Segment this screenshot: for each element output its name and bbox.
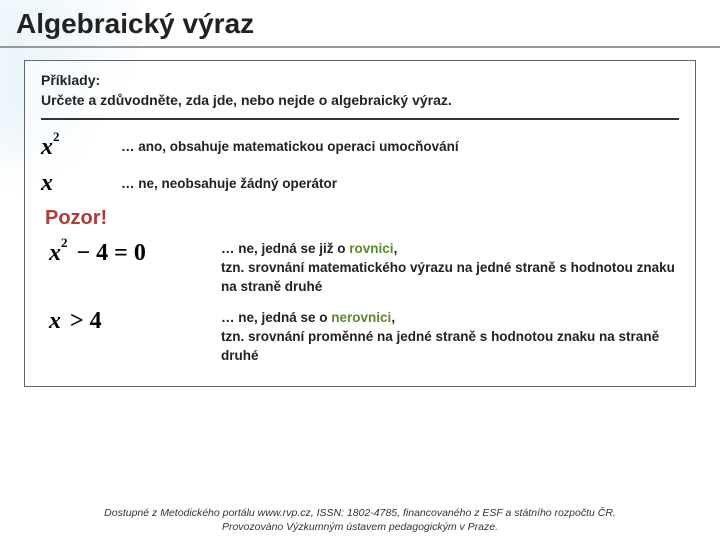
divider (41, 118, 679, 120)
example-1: x2 … ano, obsahuje matematickou operaci … (41, 134, 679, 159)
page-title: Algebraický výraz (16, 8, 704, 40)
expr-tail: > 4 (61, 308, 105, 334)
expr-3-desc: … ne, jedná se již o rovnici, tzn. srovn… (221, 240, 679, 297)
desc-text: tzn. srovnání matematického výrazu na je… (221, 260, 675, 294)
expr-2: x (41, 171, 121, 195)
expr-1: x2 (41, 134, 121, 159)
desc-text: , (391, 310, 395, 325)
intro-text: Příklady: Určete a zdůvodněte, zda jde, … (41, 71, 679, 110)
expr-var: x (41, 170, 53, 196)
expr-exponent: 2 (53, 129, 60, 144)
expr-4-desc: … ne, jedná se o nerovnici, tzn. srovnán… (221, 309, 679, 366)
header: Algebraický výraz (0, 0, 720, 48)
expr-tail: − 4 = 0 (68, 240, 149, 266)
expr-1-desc: … ano, obsahuje matematickou operaci umo… (121, 139, 679, 154)
desc-text: … ne, jedná se o (221, 310, 331, 325)
example-4: x > 4 … ne, jedná se o nerovnici, tzn. s… (41, 309, 679, 366)
keyword-rovnice: rovnici (349, 241, 393, 256)
example-3: x2 − 4 = 0 … ne, jedná se již o rovnici,… (41, 240, 679, 297)
keyword-nerovnice: nerovnici (331, 310, 391, 325)
desc-text: , (394, 241, 398, 256)
expr-2-desc: … ne, neobsahuje žádný operátor (121, 176, 679, 191)
example-2: x … ne, neobsahuje žádný operátor (41, 171, 679, 195)
footer-line2: Provozováno Výzkumným ústavem pedagogick… (222, 521, 498, 533)
intro-line1: Příklady: (41, 72, 100, 88)
expr-var: x (49, 308, 61, 334)
footer: Dostupné z Metodického portálu www.rvp.c… (0, 506, 720, 534)
expr-var: x (41, 134, 53, 160)
expr-4: x > 4 (41, 309, 221, 333)
intro-line2: Určete a zdůvodněte, zda jde, nebo nejde… (41, 92, 452, 108)
content-box: Příklady: Určete a zdůvodněte, zda jde, … (24, 60, 696, 387)
footer-line1: Dostupné z Metodického portálu www.rvp.c… (104, 507, 616, 519)
expr-exponent: 2 (61, 235, 68, 250)
expr-var: x (49, 240, 61, 266)
desc-text: … ne, jedná se již o (221, 241, 349, 256)
expr-3: x2 − 4 = 0 (41, 240, 221, 265)
desc-text: tzn. srovnání proměnné na jedné straně s… (221, 329, 659, 363)
warning-heading: Pozor! (45, 207, 679, 230)
